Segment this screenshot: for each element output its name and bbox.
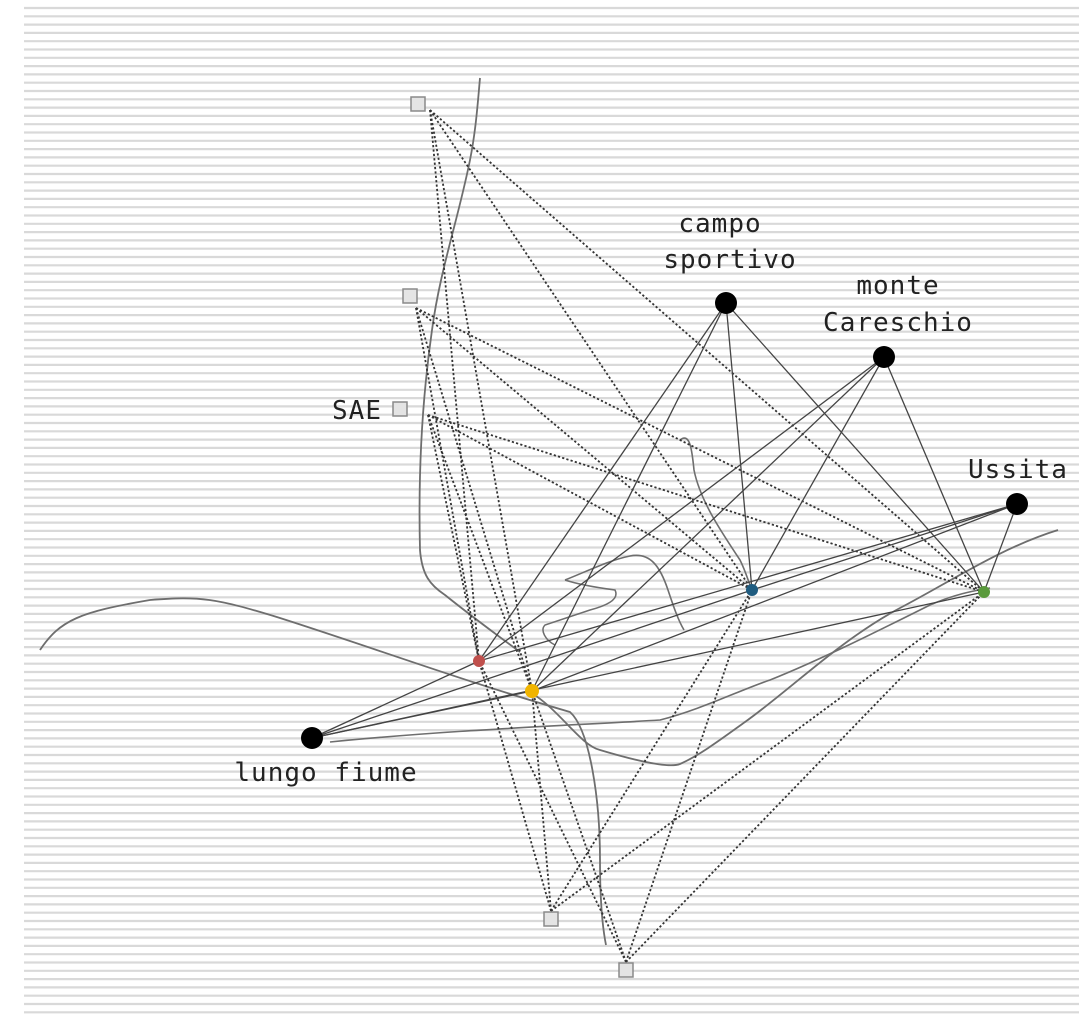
dotted-link [415,307,985,593]
solid-link [531,503,1018,692]
dotted-link [550,591,985,912]
solid-link [725,302,753,591]
label-campo-sportivo-line1: campo [678,209,761,239]
solid-link [478,503,1018,662]
sae-square-node [618,962,634,978]
label-lungo-fiume: lungo fiume [234,758,417,788]
dotted-link [550,589,753,912]
lungo-fiume-node [301,727,323,749]
red-hub-node [473,655,485,667]
solid-link [983,503,1018,593]
dotted-link [478,660,627,963]
dotted-link [427,414,480,662]
river-loop [542,579,617,646]
label-monte-careschio-line2: Careschio [823,308,973,338]
label-ussita: Ussita [968,455,1068,485]
river-east [329,587,991,743]
solid-link [311,591,985,739]
striped-background [24,6,1079,1014]
dotted-link [429,109,985,593]
river-main [39,597,607,946]
label-campo-sportivo-line2: sportivo [663,245,796,275]
sae-square-node [543,911,559,927]
dotted-link [429,109,533,692]
dotted-link [429,109,753,591]
solid-link [751,503,1018,591]
solid-link [478,302,727,662]
river-north [418,77,521,653]
dotted-link [531,690,627,963]
ussita-node [1006,493,1028,515]
dotted-link [625,589,753,963]
dotted-link [478,660,552,912]
sae-square-node [392,401,408,417]
dotted-link [415,307,533,692]
dotted-link [427,414,985,593]
river-meander [564,437,751,631]
monte-careschio-node [873,346,895,368]
yellow-hub-node [525,684,539,698]
dotted-link [429,109,480,662]
green-hub-node [978,586,990,598]
dotted-link [415,307,480,662]
label-monte-careschio-line1: monte [856,271,939,301]
solid-link [478,356,885,662]
node-layer [301,96,1028,978]
solid-link [311,589,753,739]
solid-link [883,356,985,593]
solid-link [725,302,985,593]
sae-square-node [402,288,418,304]
dotted-link [427,414,533,692]
label-sae: SAE [332,396,382,426]
solid-link [531,356,885,692]
river-paths [39,77,1059,946]
solid-link [311,660,480,739]
solid-link [531,302,727,692]
campo-sportivo-node [715,292,737,314]
link-lines [311,109,1018,963]
sae-square-node [410,96,426,112]
dotted-link [415,307,753,591]
dotted-link [531,690,552,912]
solid-link [751,356,885,591]
river-south-branch [529,529,1059,767]
blue-hub-node [746,584,758,596]
